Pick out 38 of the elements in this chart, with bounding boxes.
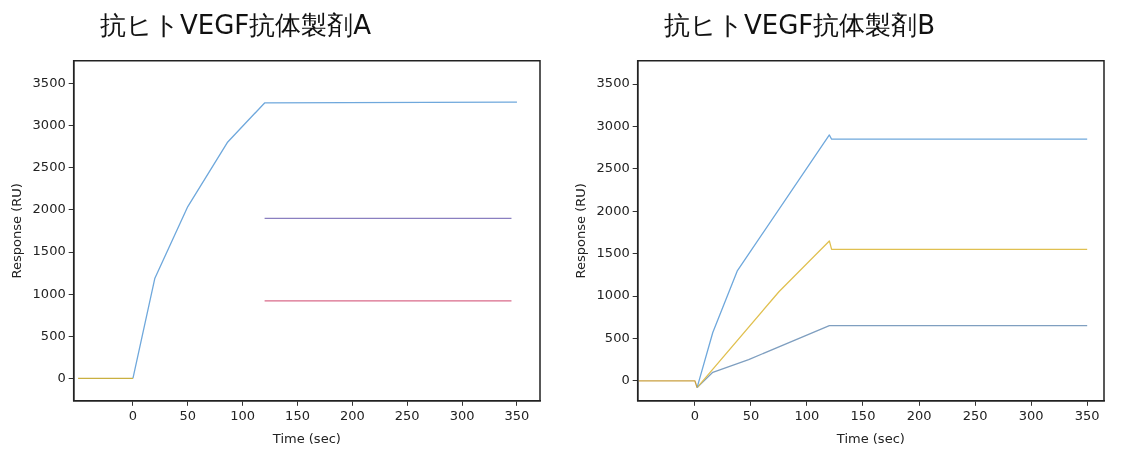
x-tick-label: 0 [128, 407, 138, 423]
x-tick-label: 300 [449, 407, 475, 423]
x-axis-title: Time (sec) [835, 430, 905, 446]
x-tick-label: 50 [742, 407, 760, 423]
y-axis-title: Response (RU) [573, 183, 589, 279]
y-tick-label: 500 [604, 329, 630, 345]
y-tick-label: 0 [57, 369, 66, 385]
x-tick-label: 250 [962, 407, 988, 423]
y-tick-label: 1000 [32, 285, 66, 301]
y-tick-label: 3000 [596, 117, 630, 133]
y-tick-label: 2500 [596, 160, 630, 176]
x-tick-label: 100 [230, 407, 256, 423]
x-tick-label: 200 [339, 407, 365, 423]
y-tick-label: 2000 [32, 201, 66, 217]
y-tick-label: 3500 [596, 75, 630, 91]
x-tick-label: 300 [1018, 407, 1044, 423]
y-tick-label: 1500 [32, 243, 66, 259]
y-tick-label: 0 [621, 372, 630, 388]
y-tick-label: 3500 [32, 74, 66, 90]
y-tick-label: 3000 [32, 117, 66, 133]
x-tick-label: 50 [179, 407, 197, 423]
x-tick-label: 150 [285, 407, 310, 423]
x-tick-label: 350 [504, 407, 530, 423]
y-axis-title: Response (RU) [9, 183, 25, 279]
y-tick-label: 2000 [596, 202, 630, 218]
y-tick-label: 2500 [32, 159, 66, 175]
x-tick-label: 250 [394, 407, 420, 423]
chart-title: 抗ヒトVEGF抗体製剤B [664, 9, 936, 42]
x-tick-label: 350 [1074, 407, 1100, 423]
x-tick-label: 200 [906, 407, 932, 423]
x-axis-title: Time (sec) [271, 430, 341, 446]
x-tick-label: 150 [850, 407, 876, 423]
x-tick-label: 100 [794, 407, 820, 423]
chart-title: 抗ヒトVEGF抗体製剤A [100, 9, 372, 42]
y-tick-label: 1000 [596, 287, 630, 303]
y-tick-label: 500 [40, 327, 66, 343]
x-tick-label: 0 [690, 407, 699, 423]
y-tick-label: 1500 [596, 245, 630, 261]
